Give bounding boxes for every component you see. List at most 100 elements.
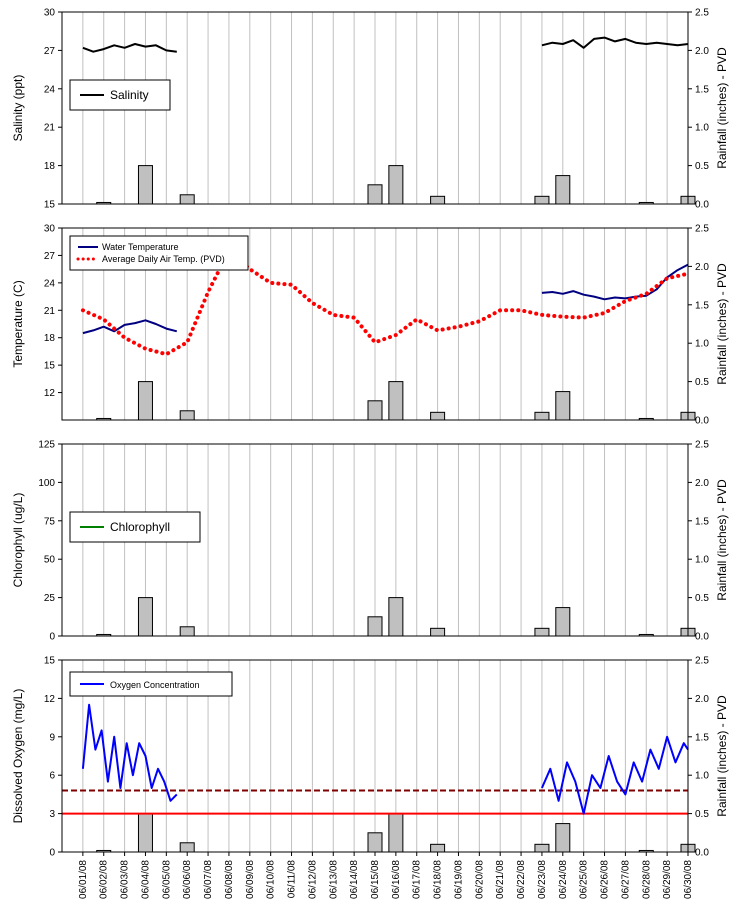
rainfall-bar [430,195,446,205]
rainfall-bar [430,627,446,637]
rainfall-bar [388,813,404,853]
x-tick-label: 06/17/08 [412,860,423,899]
rainfall-bar [534,627,550,637]
y-tick-label: 12 [44,694,56,705]
x-axis: 06/01/08 06/02/08 06/03/08 06/04/08 06/05/08… [78,852,694,899]
rainfall-bar [430,411,446,421]
series-line [80,248,690,357]
x-tick-label: 06/28/08 [641,860,652,899]
y2-tick-label: 1.0 [695,555,709,566]
x-tick-label: 06/12/08 [307,860,318,899]
y2-axis-label: Rainfall (inches) - PVD [715,263,729,385]
x-tick-label: 06/04/08 [140,860,151,899]
rainfall-bar [430,843,446,853]
rainfall-bar [534,195,550,205]
plot-frame [61,443,689,637]
series-line [81,703,178,802]
x-tick-label: 06/07/08 [203,860,214,899]
y2-axis-label: Rainfall (inches) - PVD [715,695,729,817]
y-tick-label: 25 [44,593,56,604]
x-tick-label: 06/18/08 [433,860,444,899]
x-tick-label: 06/16/08 [391,860,402,899]
rainfall-bar [137,597,153,637]
x-tick-label: 06/13/08 [328,860,339,899]
x-tick-label: 06/09/08 [245,860,256,899]
y-tick-label: 9 [49,732,55,743]
rainfall-bar [179,410,195,421]
y-tick-label: 24 [44,278,56,289]
y-tick-label: 3 [49,809,55,820]
rainfall-bar [179,194,195,205]
rainfall-bar [367,400,383,421]
rainfall-bar [388,165,404,205]
rainfall-bar [534,843,550,853]
series-line [82,43,177,53]
rainfall-bar [534,411,550,421]
y2-tick-label: 2.5 [695,440,709,451]
y2-tick-label: 2.0 [695,478,709,489]
rainfall-bar [555,391,571,421]
x-tick-label: 06/05/08 [161,860,172,899]
rainfall-bar [367,184,383,205]
y2-tick-label: 0.0 [695,848,709,859]
y-tick-label: 30 [44,8,56,19]
x-tick-label: 06/02/08 [99,860,110,899]
y-tick-label: 12 [44,388,56,399]
y2-tick-label: 0.5 [695,809,709,820]
y2-tick-label: 2.0 [695,46,709,57]
x-tick-label: 06/10/08 [266,860,277,899]
x-tick-label: 06/11/08 [287,860,298,899]
y-tick-label: 50 [44,555,56,566]
y-tick-label: 125 [38,440,55,451]
plot-frame [61,227,689,421]
series-line [541,36,689,49]
x-tick-label: 06/03/08 [120,860,131,899]
y2-tick-label: 1.5 [695,300,709,311]
y-tick-label: 0 [49,632,55,643]
y-tick-label: 18 [44,161,56,172]
y2-tick-label: 0.5 [695,593,709,604]
x-tick-label: 06/08/08 [224,860,235,899]
y2-tick-label: 2.0 [695,262,709,273]
y2-tick-label: 0.5 [695,377,709,388]
y-tick-label: 6 [49,771,55,782]
x-tick-label: 06/01/08 [78,860,89,899]
rainfall-bar [555,175,571,205]
x-tick-label: 06/22/08 [516,860,527,899]
series-line [82,319,178,335]
plot-frame [61,11,689,205]
rainfall-bar [137,165,153,205]
legend-label: Salinity [110,88,149,102]
rainfall-bar [388,381,404,421]
y-tick-label: 100 [38,478,55,489]
x-tick-label: 06/06/08 [182,860,193,899]
y-tick-label: 27 [44,46,56,57]
y-tick-label: 27 [44,251,56,262]
y2-tick-label: 1.0 [695,771,709,782]
y-axis-label: Salinity (ppt) [11,75,25,142]
y2-tick-label: 2.0 [695,694,709,705]
x-tick-label: 06/21/08 [495,860,506,899]
y-tick-label: 15 [44,200,56,211]
rainfall-bar [555,607,571,637]
y-tick-label: 0 [49,848,55,859]
y2-axis-label: Rainfall (inches) - PVD [715,479,729,601]
y2-tick-label: 2.5 [695,656,709,667]
y-tick-label: 15 [44,656,56,667]
x-tick-label: 06/19/08 [453,860,464,899]
rainfall-bar [367,832,383,853]
y2-tick-label: 1.0 [695,339,709,350]
y2-tick-label: 1.5 [695,516,709,527]
y-tick-label: 21 [44,123,56,134]
x-tick-label: 06/24/08 [558,860,569,899]
rainfall-bar [367,616,383,637]
y2-tick-label: 2.5 [695,8,709,19]
y2-axis-label: Rainfall (inches) - PVD [715,47,729,169]
x-tick-label: 06/27/08 [620,860,631,899]
legend-box [69,235,249,271]
legend-box [69,79,171,111]
y-tick-label: 30 [44,224,56,235]
y2-tick-label: 1.5 [695,732,709,743]
y-tick-label: 24 [44,84,56,95]
